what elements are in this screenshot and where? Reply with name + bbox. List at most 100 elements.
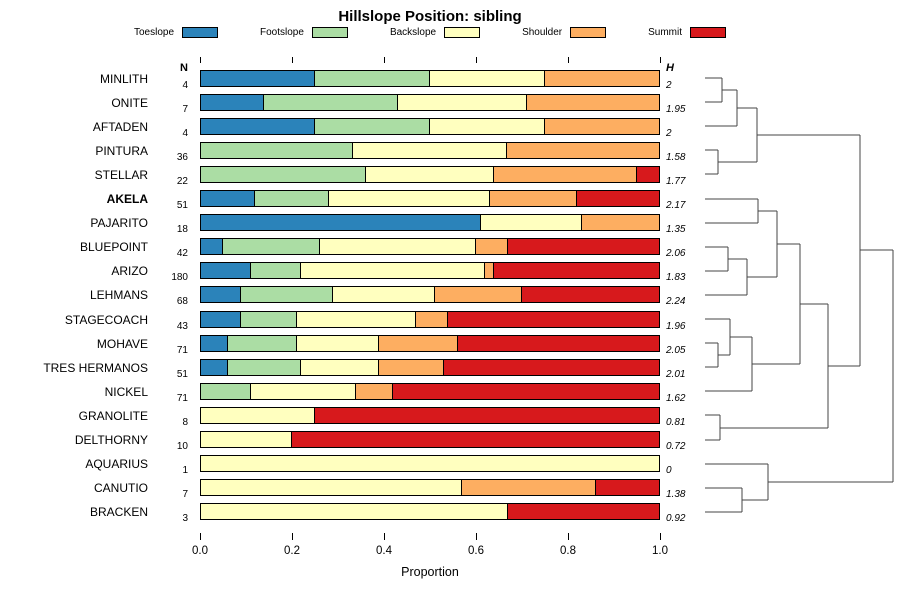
n-value: 18	[176, 223, 188, 235]
bar-segment-summit	[443, 359, 660, 376]
legend-item-toeslope: Toeslope	[134, 27, 219, 38]
bar-segment-footslope	[200, 142, 353, 159]
bar-row	[200, 286, 660, 303]
legend-label: Footslope	[260, 27, 304, 38]
bar-segment-shoulder	[544, 70, 660, 87]
x-tick-label: 0.2	[284, 545, 300, 557]
n-value: 68	[176, 295, 188, 307]
bar-row	[200, 455, 660, 472]
n-value: 4	[182, 79, 188, 91]
h-value: 2	[666, 127, 672, 139]
legend-item-backslope: Backslope	[390, 27, 481, 38]
bar-segment-backslope	[365, 166, 494, 183]
bar-segment-toeslope	[200, 214, 481, 231]
bar-segment-summit	[595, 479, 660, 496]
x-tick-label: 0.6	[468, 545, 484, 557]
legend-swatch-backslope	[444, 27, 481, 38]
bar-row	[200, 166, 660, 183]
bar-row	[200, 311, 660, 328]
series-label: DELTHORNY	[74, 432, 148, 447]
series-label: PINTURA	[95, 143, 148, 158]
x-axis-tick	[476, 533, 477, 540]
series-label: CANUTIO	[94, 480, 148, 495]
bar-segment-toeslope	[200, 359, 228, 376]
bar-segment-footslope	[222, 238, 320, 255]
h-value: 2.05	[666, 344, 686, 356]
bar-row	[200, 142, 660, 159]
bar-segment-summit	[457, 335, 660, 352]
bar-row	[200, 503, 660, 520]
top-axis-tick	[384, 57, 385, 63]
x-axis-tick	[200, 533, 201, 540]
bar-segment-backslope	[328, 190, 490, 207]
h-value: 2.06	[666, 247, 686, 259]
h-value: 1.95	[666, 103, 686, 115]
n-value: 43	[176, 320, 188, 332]
bar-segment-toeslope	[200, 190, 255, 207]
bar-segment-footslope	[240, 311, 297, 328]
series-label: ONITE	[111, 95, 148, 110]
h-value: 1.58	[666, 151, 686, 163]
n-value: 8	[182, 416, 188, 428]
bar-row	[200, 214, 660, 231]
legend-swatch-footslope	[311, 27, 348, 38]
bar-row	[200, 238, 660, 255]
bar-segment-shoulder	[461, 479, 596, 496]
bar-segment-summit	[314, 407, 660, 424]
n-value: 4	[182, 127, 188, 139]
n-value: 51	[176, 199, 188, 211]
series-label: GRANOLITE	[78, 408, 148, 423]
bar-segment-backslope	[429, 118, 545, 135]
legend-label: Shoulder	[522, 27, 563, 38]
bar-row	[200, 190, 660, 207]
top-axis-tick	[568, 57, 569, 63]
h-value: 2.01	[666, 368, 686, 380]
bar-segment-summit	[507, 503, 660, 520]
bar-segment-footslope	[263, 94, 398, 111]
bar-segment-shoulder	[493, 166, 637, 183]
bar-segment-footslope	[250, 262, 301, 279]
bar-segment-backslope	[352, 142, 507, 159]
series-label: MINLITH	[100, 71, 148, 86]
bar-segment-summit	[447, 311, 660, 328]
h-value: 0.92	[666, 512, 686, 524]
bar-segment-backslope	[480, 214, 582, 231]
bar-row	[200, 359, 660, 376]
n-value: 3	[182, 512, 188, 524]
bar-segment-shoulder	[544, 118, 660, 135]
series-label: MOHAVE	[96, 336, 148, 351]
bar-segment-summit	[636, 166, 660, 183]
h-value: 2	[666, 79, 672, 91]
series-label: ARIZO	[111, 263, 148, 278]
legend-swatch-toeslope	[182, 27, 219, 38]
bar-segment-toeslope	[200, 262, 251, 279]
bar-segment-backslope	[296, 335, 379, 352]
bar-segment-shoulder	[415, 311, 448, 328]
bar-segment-backslope	[300, 262, 485, 279]
series-label: BRACKEN	[89, 504, 148, 519]
series-label: BLUEPOINT	[79, 239, 148, 254]
legend-item-summit: Summit	[648, 27, 727, 38]
x-axis-tick	[568, 533, 569, 540]
n-value: 51	[176, 368, 188, 380]
x-tick-label: 0.8	[560, 545, 576, 557]
bar-segment-backslope	[200, 503, 508, 520]
series-label: AQUARIUS	[85, 456, 148, 471]
n-value: 36	[176, 151, 188, 163]
bar-segment-toeslope	[200, 238, 223, 255]
series-label: STAGECOACH	[64, 312, 148, 327]
bar-segment-shoulder	[581, 214, 660, 231]
h-value: 0.81	[666, 416, 686, 428]
bar-segment-shoulder	[378, 359, 444, 376]
n-value: 7	[182, 103, 188, 115]
x-tick-label: 1.0	[652, 545, 668, 557]
bar-segment-backslope	[429, 70, 545, 87]
bar-row	[200, 479, 660, 496]
bar-row	[200, 383, 660, 400]
bar-segment-footslope	[240, 286, 333, 303]
h-value: 1.62	[666, 392, 686, 404]
n-value: 42	[176, 247, 188, 259]
bar-row	[200, 407, 660, 424]
bar-row	[200, 335, 660, 352]
